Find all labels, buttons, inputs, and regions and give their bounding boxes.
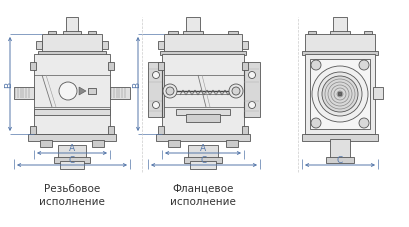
Bar bbox=[241, 42, 247, 50]
Circle shape bbox=[248, 102, 255, 109]
Bar bbox=[162, 55, 243, 134]
Bar bbox=[182, 32, 202, 36]
Bar bbox=[168, 140, 180, 147]
Circle shape bbox=[248, 72, 255, 79]
Bar bbox=[304, 55, 374, 134]
Bar bbox=[301, 134, 377, 141]
Bar bbox=[28, 134, 116, 141]
Bar bbox=[307, 32, 315, 35]
Bar bbox=[325, 157, 353, 163]
Bar bbox=[30, 63, 36, 71]
Bar bbox=[168, 32, 178, 35]
Text: B: B bbox=[4, 81, 13, 88]
Circle shape bbox=[152, 72, 159, 79]
Bar bbox=[54, 157, 90, 163]
Text: C: C bbox=[200, 155, 207, 164]
Circle shape bbox=[321, 77, 357, 113]
Circle shape bbox=[310, 118, 320, 128]
Circle shape bbox=[166, 88, 173, 96]
Bar bbox=[157, 126, 164, 134]
Bar bbox=[241, 63, 247, 71]
Bar bbox=[157, 63, 164, 71]
Bar bbox=[186, 114, 220, 122]
Bar bbox=[301, 52, 377, 56]
Bar bbox=[309, 60, 369, 129]
Bar bbox=[40, 140, 52, 147]
Text: C: C bbox=[69, 155, 75, 164]
Bar bbox=[148, 63, 164, 118]
Circle shape bbox=[310, 61, 320, 71]
Circle shape bbox=[358, 61, 368, 71]
Bar bbox=[225, 140, 237, 147]
Bar bbox=[241, 126, 247, 134]
Circle shape bbox=[59, 83, 77, 101]
Bar bbox=[329, 139, 349, 159]
Text: A: A bbox=[200, 143, 206, 152]
Bar bbox=[102, 42, 108, 50]
Bar bbox=[30, 126, 36, 134]
Circle shape bbox=[337, 93, 341, 96]
Bar bbox=[160, 52, 245, 56]
Bar bbox=[66, 18, 78, 33]
Bar bbox=[92, 140, 104, 147]
Polygon shape bbox=[79, 88, 86, 96]
Bar bbox=[188, 145, 218, 159]
Circle shape bbox=[358, 118, 368, 128]
Bar bbox=[63, 32, 81, 36]
Bar bbox=[157, 42, 164, 50]
Bar bbox=[110, 88, 130, 100]
Text: A: A bbox=[69, 143, 75, 152]
Circle shape bbox=[317, 73, 361, 116]
Bar bbox=[38, 52, 106, 56]
Bar bbox=[243, 63, 259, 118]
Bar bbox=[184, 157, 221, 163]
Circle shape bbox=[152, 102, 159, 109]
Bar bbox=[108, 63, 114, 71]
Bar bbox=[88, 32, 96, 35]
Circle shape bbox=[231, 88, 239, 96]
Bar bbox=[304, 35, 374, 53]
Bar bbox=[155, 134, 249, 141]
Bar bbox=[36, 42, 42, 50]
Bar bbox=[108, 126, 114, 134]
Bar bbox=[363, 32, 371, 35]
Bar bbox=[332, 18, 346, 33]
Bar bbox=[58, 145, 86, 159]
Bar bbox=[372, 88, 382, 100]
Bar bbox=[186, 18, 200, 33]
Bar bbox=[164, 35, 241, 53]
Circle shape bbox=[229, 85, 243, 99]
Bar bbox=[227, 32, 237, 35]
Circle shape bbox=[163, 85, 177, 99]
Bar bbox=[14, 88, 34, 100]
Bar bbox=[48, 32, 56, 35]
Bar bbox=[175, 109, 229, 116]
Bar bbox=[34, 109, 110, 116]
Bar bbox=[88, 89, 96, 95]
Bar bbox=[42, 35, 102, 53]
Text: Фланцевое
исполнение: Фланцевое исполнение bbox=[170, 183, 235, 206]
Bar bbox=[60, 161, 84, 169]
Text: B: B bbox=[132, 81, 141, 88]
Text: C: C bbox=[336, 155, 342, 164]
Text: Резьбовое
исполнение: Резьбовое исполнение bbox=[39, 183, 105, 206]
Bar bbox=[34, 55, 110, 134]
Bar bbox=[329, 32, 349, 36]
Bar bbox=[189, 161, 216, 169]
Circle shape bbox=[311, 67, 367, 122]
